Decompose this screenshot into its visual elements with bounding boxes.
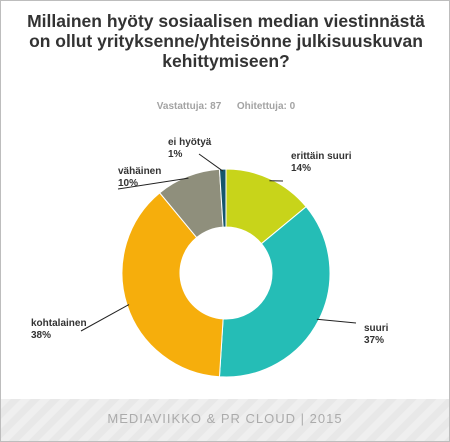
slice-label: suuri	[364, 323, 389, 334]
footer-credit: MEDIAVIIKKO & PR CLOUD | 2015	[107, 411, 343, 426]
label-leader-lines	[80, 153, 357, 332]
slice-value-label: 1%	[168, 149, 183, 160]
chart-title: Millainen hyöty sosiaalisen median viest…	[27, 11, 425, 71]
slice-value-label: 10%	[118, 178, 138, 189]
slice-value-label: 14%	[291, 163, 311, 174]
skipped-label: Ohitettuja	[236, 101, 284, 112]
slice-suuri	[218, 206, 331, 378]
slice-kohtalainen	[121, 192, 224, 378]
slice-label: ei hyötyä	[168, 137, 212, 148]
leader-line	[80, 304, 130, 332]
leader-line	[198, 153, 224, 172]
slice-label: erittäin suuri	[291, 151, 352, 162]
leader-line	[316, 318, 357, 324]
leader-line	[117, 177, 189, 190]
donut-slices	[121, 168, 331, 378]
slice-value-label: 38%	[31, 330, 51, 341]
answered-count: 87	[210, 101, 222, 112]
skipped-count: 0	[289, 101, 296, 112]
footer-diagonal-pattern	[1, 399, 449, 441]
answered-label: Vastattuja	[156, 101, 205, 112]
slice-ei-hyötyä	[218, 168, 227, 228]
slice-value-label: 37%	[364, 335, 384, 346]
slice-label: kohtalainen	[31, 318, 87, 329]
footer-banner: MEDIAVIIKKO & PR CLOUD | 2015	[1, 399, 449, 441]
response-stats: Vastattuja: 87 Ohitettuja: 0	[156, 101, 296, 112]
slice-label: vähäinen	[118, 166, 161, 177]
